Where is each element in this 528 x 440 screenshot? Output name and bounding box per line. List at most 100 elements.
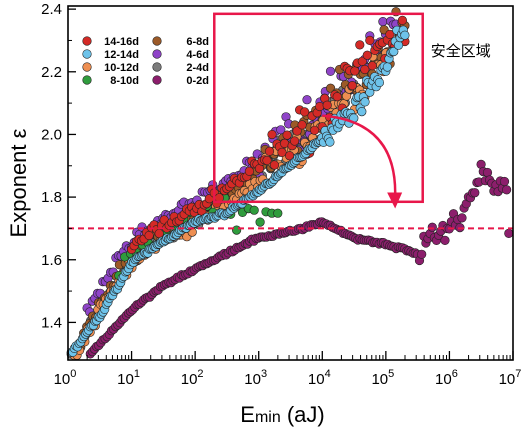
data-point — [310, 125, 320, 135]
data-point — [367, 61, 377, 71]
data-point — [360, 97, 370, 107]
legend-item: 8-10d — [82, 75, 139, 87]
data-point — [350, 66, 360, 76]
data-point — [440, 235, 450, 245]
x-tick-label: 106 — [435, 368, 458, 388]
data-point — [262, 155, 272, 165]
data-point — [457, 213, 467, 223]
legend-label: 0-2d — [186, 75, 209, 87]
x-axis-title: Emin (aJ) — [240, 402, 324, 427]
legend-item: 14-16d — [82, 36, 139, 48]
data-point — [244, 166, 254, 176]
legend-label: 6-8d — [186, 36, 209, 48]
data-point — [254, 164, 265, 174]
y-tick-label: 2.0 — [41, 126, 62, 143]
data-point — [273, 208, 283, 218]
data-point — [300, 107, 310, 117]
data-point — [264, 146, 275, 156]
x-tick-label: 103 — [244, 368, 267, 388]
x-tick-label: 104 — [308, 368, 331, 388]
y-axis-title: Exponent ε — [6, 128, 31, 237]
legend-label: 2-4d — [186, 62, 209, 74]
y-tick-label: 2.4 — [41, 1, 62, 18]
legend-marker — [152, 62, 162, 72]
series-0-2d — [85, 159, 514, 359]
data-point — [502, 185, 512, 195]
safe-zone-label: 安全区域 — [431, 42, 491, 60]
data-point — [362, 50, 372, 60]
data-point — [347, 80, 357, 91]
legend-label: 8-10d — [110, 75, 139, 87]
legend: 14-16d 6-8d 12-14d 4-6d 10-12d 2-4d 8-10d 0-2d — [82, 36, 209, 87]
data-point — [374, 77, 385, 88]
data-point — [355, 40, 365, 50]
legend-label: 14-16d — [104, 36, 139, 48]
data-point — [504, 228, 514, 238]
series-12-14d — [66, 25, 410, 358]
data-point — [277, 147, 287, 157]
data-point — [292, 126, 302, 136]
data-point — [302, 95, 312, 105]
legend-marker — [82, 62, 92, 72]
legend-item: 0-2d — [152, 75, 209, 87]
data-point — [400, 30, 410, 40]
data-point — [382, 62, 393, 72]
data-point — [325, 137, 335, 147]
data-point — [325, 66, 336, 76]
data-point — [322, 100, 332, 110]
legend-marker — [82, 49, 92, 59]
x-tick-label: 107 — [499, 368, 522, 388]
legend-marker — [152, 75, 162, 85]
data-point — [385, 29, 395, 40]
series-14-16d — [127, 15, 410, 254]
legend-label: 12-14d — [104, 49, 139, 61]
legend-label: 10-12d — [104, 62, 139, 74]
data-point — [282, 130, 292, 140]
legend-marker — [152, 36, 162, 46]
y-tick-label: 2.2 — [41, 64, 62, 81]
y-tick-label: 1.4 — [41, 314, 62, 331]
data-point — [232, 225, 242, 235]
x-tick-label: 101 — [117, 368, 140, 388]
annotation-group: 安全区域 — [213, 12, 491, 209]
safe-zone-box — [213, 12, 424, 204]
x-tick-label: 100 — [54, 368, 77, 388]
annotation-arrowhead — [387, 192, 403, 209]
legend-item: 10-12d — [82, 62, 139, 74]
y-axis-ticks: 1.4 1.6 1.8 2.0 2.2 2.4 — [41, 1, 76, 331]
data-point — [417, 249, 427, 259]
data-point — [427, 222, 437, 232]
data-point — [144, 230, 154, 241]
data-point — [249, 205, 259, 215]
legend-marker — [82, 36, 92, 46]
data-point — [357, 56, 367, 66]
legend-item: 6-8d — [152, 36, 209, 48]
plot-frame — [67, 5, 514, 361]
x-axis-ticks: 100 101 102 103 104 105 106 107 — [54, 351, 522, 388]
data-point — [290, 136, 300, 146]
x-tick-label: 102 — [181, 368, 204, 388]
legend-item: 2-4d — [152, 62, 209, 74]
legend-marker — [152, 49, 162, 59]
data-point — [378, 16, 388, 27]
data-point — [297, 120, 307, 130]
data-point — [332, 92, 342, 102]
legend-item: 4-6d — [152, 49, 209, 61]
legend-item: 12-14d — [82, 49, 139, 61]
data-point — [499, 176, 510, 187]
legend-marker — [82, 75, 92, 85]
data-point — [360, 64, 370, 75]
data-point — [357, 106, 367, 117]
data-point — [315, 101, 325, 112]
data-point — [393, 40, 404, 50]
data-point — [470, 188, 480, 198]
data-point — [397, 15, 408, 25]
data-point — [255, 217, 265, 227]
x-tick-label: 105 — [371, 368, 394, 388]
data-point — [267, 129, 277, 140]
annotation-arrow — [322, 114, 397, 197]
data-point — [389, 46, 399, 57]
data-point — [365, 35, 375, 46]
y-tick-label: 1.6 — [41, 252, 62, 269]
